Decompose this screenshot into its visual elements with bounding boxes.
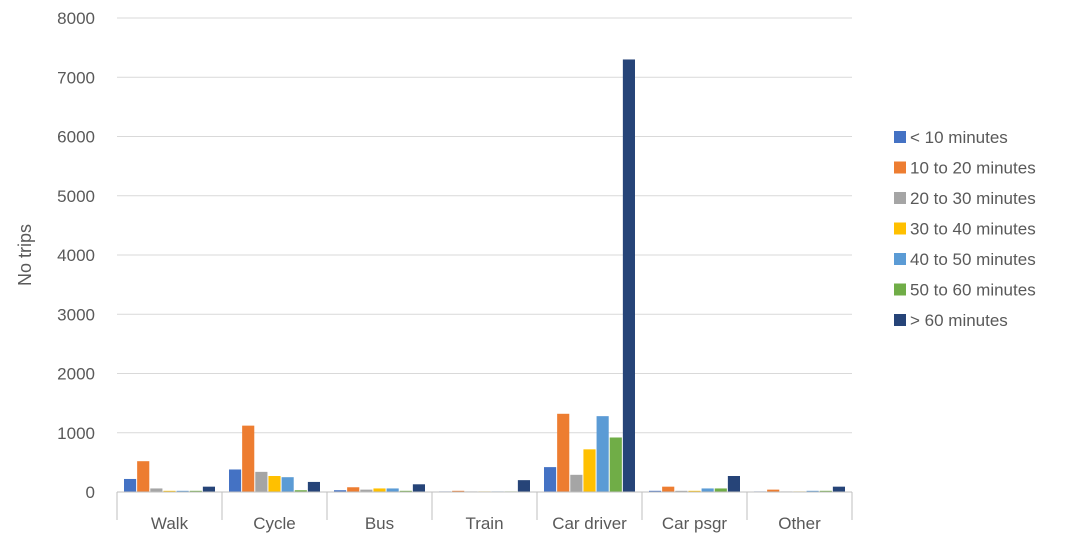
y-tick-label: 0 [86, 483, 95, 502]
legend-swatch [894, 222, 906, 235]
legend-swatch [894, 131, 906, 143]
legend-label: > 60 minutes [910, 311, 1008, 330]
bar [517, 480, 530, 492]
y-tick-label: 4000 [57, 246, 95, 265]
x-tick-label: Walk [151, 514, 189, 533]
bar [714, 488, 727, 492]
bar [412, 484, 425, 492]
bars [124, 59, 845, 492]
bar [544, 467, 557, 492]
bar [268, 476, 281, 492]
bar [767, 489, 780, 492]
bar [334, 490, 347, 492]
legend-label: 30 to 40 minutes [910, 220, 1036, 239]
legend-swatch [894, 314, 906, 326]
y-axis-title: No trips [15, 224, 35, 286]
bar [675, 490, 688, 492]
bar [281, 477, 294, 492]
bar [819, 490, 832, 492]
y-tick-label: 5000 [57, 187, 95, 206]
bar [662, 486, 675, 492]
y-tick-label: 3000 [57, 305, 95, 324]
x-tick-label: Other [778, 514, 821, 533]
bar [137, 461, 150, 492]
bar [176, 490, 189, 492]
bar [242, 425, 255, 492]
legend-swatch [894, 253, 906, 265]
legend-label: 50 to 60 minutes [910, 281, 1036, 300]
x-tick-label: Car driver [552, 514, 627, 533]
bar [596, 416, 609, 492]
bar [832, 486, 845, 492]
x-tick-label: Car psgr [662, 514, 728, 533]
bar [255, 471, 268, 492]
gridlines [117, 17, 852, 434]
legend-label: 20 to 30 minutes [910, 189, 1036, 208]
bar [386, 488, 399, 492]
bar [570, 474, 583, 492]
bar [307, 481, 320, 492]
bar [688, 490, 701, 492]
bar [452, 490, 465, 492]
legend: < 10 minutes 10 to 20 minutes 20 to 30 min… [894, 128, 1036, 330]
legend-swatch [894, 283, 906, 296]
bar [124, 478, 137, 492]
bar [583, 449, 596, 492]
bar [294, 490, 307, 492]
y-tick-label: 2000 [57, 365, 95, 384]
bar [622, 59, 635, 492]
x-tick-label: Cycle [253, 514, 296, 533]
x-tick-label: Train [465, 514, 503, 533]
y-tick-label: 8000 [57, 9, 95, 28]
bar [360, 489, 373, 492]
legend-label: < 10 minutes [910, 128, 1008, 147]
bar [189, 490, 202, 492]
bar [150, 488, 163, 492]
legend-label: 40 to 50 minutes [910, 250, 1036, 269]
axes: 0 1000 2000 3000 4000 5000 6000 7000 8000 Walk Cyc… [15, 9, 853, 533]
bar [727, 476, 740, 492]
bar [202, 486, 215, 492]
legend-swatch [894, 192, 906, 204]
bar [649, 490, 662, 492]
legend-label: 10 to 20 minutes [910, 159, 1036, 178]
bar [163, 490, 176, 492]
y-tick-label: 7000 [57, 68, 95, 87]
bar [399, 490, 412, 492]
y-tick-label: 1000 [57, 424, 95, 443]
bar [806, 490, 819, 492]
y-tick-label: 6000 [57, 128, 95, 147]
bar [701, 488, 714, 492]
x-tick-label: Bus [365, 514, 394, 533]
legend-swatch [894, 161, 906, 174]
bar [557, 413, 570, 492]
bar [229, 469, 242, 492]
bar [347, 487, 360, 492]
bar [373, 488, 386, 492]
bar [609, 437, 622, 492]
